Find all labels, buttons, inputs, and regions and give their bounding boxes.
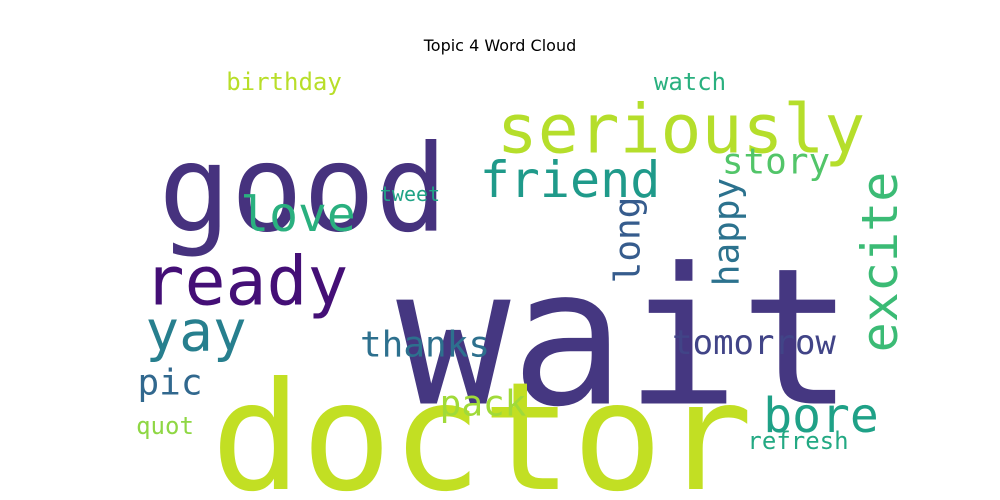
word-doctor: doctor xyxy=(211,351,753,500)
word-refresh: refresh xyxy=(747,427,848,455)
word-good: good xyxy=(159,121,448,260)
word-story: story xyxy=(722,142,830,183)
word-seriously: seriously xyxy=(497,91,865,170)
word-excite: excite xyxy=(851,172,909,353)
word-bore: bore xyxy=(763,388,879,444)
word-ready: ready xyxy=(144,243,349,322)
word-wait: wait xyxy=(396,228,854,449)
word-watch: watch xyxy=(654,68,726,96)
word-tweet: tweet xyxy=(380,182,440,206)
word-thanks: thanks xyxy=(360,325,490,366)
word-yay: yay xyxy=(145,300,246,365)
word-pic: pic xyxy=(137,363,202,404)
word-love: love xyxy=(240,187,356,243)
chart-title: Topic 4 Word Cloud xyxy=(423,36,577,55)
word-quot: quot xyxy=(136,412,194,440)
word-birthday: birthday xyxy=(226,68,342,96)
word-long: long xyxy=(608,197,649,284)
word-friend: friend xyxy=(480,151,661,209)
word-tomorrow: tomorrow xyxy=(672,323,836,363)
word-pack: pack xyxy=(440,384,527,425)
word-happy: happy xyxy=(707,178,748,286)
